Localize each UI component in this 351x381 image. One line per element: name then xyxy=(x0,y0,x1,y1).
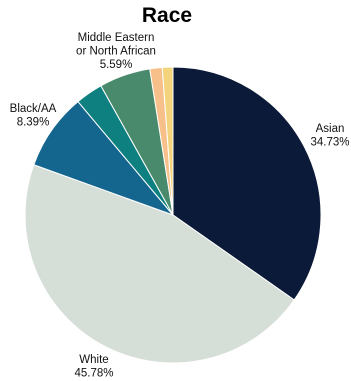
pie-slice-unlabeled-6 xyxy=(161,66,174,216)
chart-title: Race xyxy=(142,4,192,27)
pie-labels: Asian 34.73% White 45.78% Black/AA 8.39% Middl… xyxy=(10,32,350,380)
pie-slice-asian xyxy=(172,66,322,301)
slice-label-asian: Asian 34.73% xyxy=(310,123,349,149)
pie-slices xyxy=(24,66,322,364)
slice-label-black-aa: Black/AA 8.39% xyxy=(10,103,57,129)
slice-label-middle-eastern-or-north-african: Middle Eastern or North African 5.59% xyxy=(76,32,156,71)
slice-label-white: White 45.78% xyxy=(74,354,113,380)
pie-slice-white xyxy=(24,164,295,364)
